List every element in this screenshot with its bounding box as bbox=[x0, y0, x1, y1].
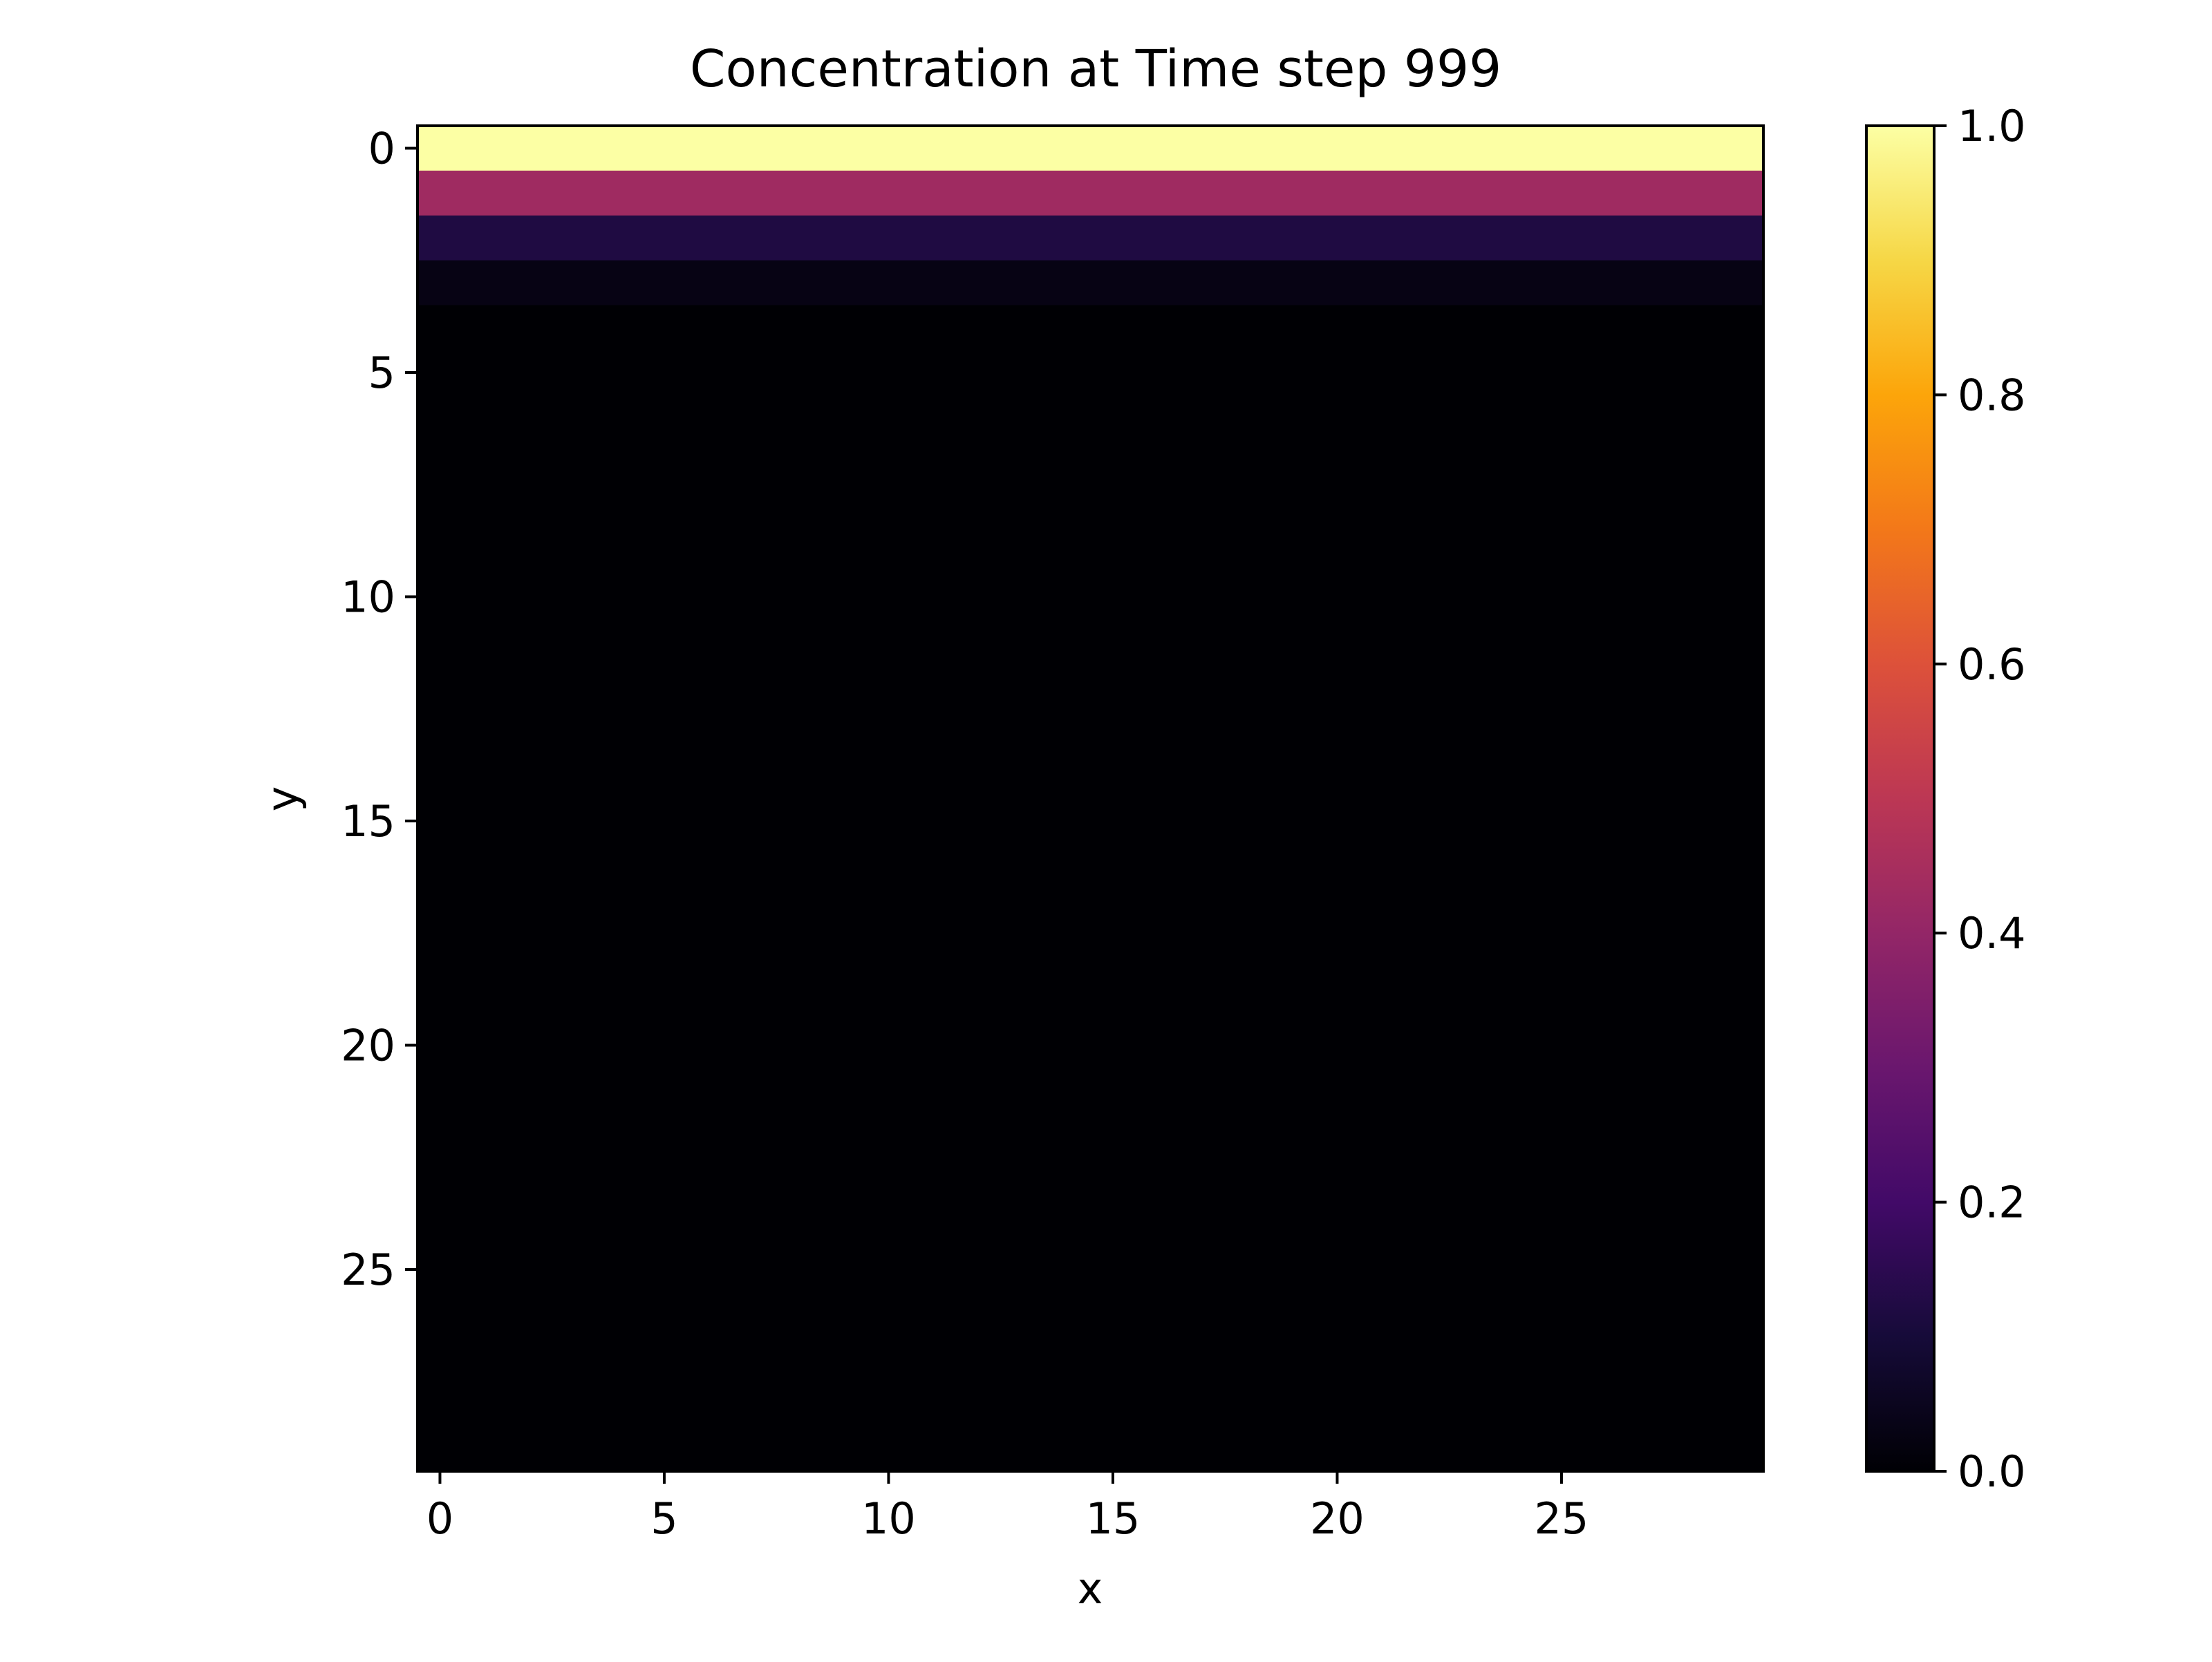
heatmap-row bbox=[418, 170, 1763, 216]
heatmap-row bbox=[418, 843, 1763, 889]
heatmap-row bbox=[418, 663, 1763, 710]
y-tick-label: 20 bbox=[341, 1020, 395, 1070]
heatmap-row bbox=[418, 260, 1763, 306]
colorbar-tick-label: 0.2 bbox=[1958, 1178, 2026, 1228]
x-tick-label: 20 bbox=[1310, 1493, 1365, 1544]
colorbar-axis: 0.0 0.2 0.4 0.6 0.8 1.0 bbox=[1934, 101, 2026, 1497]
x-tick-label: 5 bbox=[650, 1493, 677, 1544]
y-axis-label: y bbox=[257, 786, 308, 812]
x-tick-label: 25 bbox=[1534, 1493, 1588, 1544]
colorbar-tick-label: 1.0 bbox=[1958, 101, 2026, 151]
x-tick-label: 10 bbox=[861, 1493, 916, 1544]
heatmap-row bbox=[418, 1247, 1763, 1292]
heatmap-row bbox=[418, 978, 1763, 1023]
plot-frame bbox=[416, 124, 1765, 1473]
x-tick-label: 0 bbox=[427, 1493, 453, 1544]
heatmap-row bbox=[418, 1112, 1763, 1158]
heatmap-row bbox=[418, 708, 1763, 755]
heatmap-row bbox=[418, 1023, 1763, 1068]
heatmap-row bbox=[418, 574, 1763, 620]
heatmap-cells bbox=[418, 126, 1763, 1472]
chart-title: Concentration at Time step 999 bbox=[690, 39, 1501, 99]
x-axis: 0 5 10 15 20 25 bbox=[427, 1471, 1588, 1544]
heatmap-row bbox=[418, 1292, 1763, 1337]
heatmap-row bbox=[418, 618, 1763, 665]
colorbar bbox=[1865, 124, 1936, 1473]
heatmap-row bbox=[418, 1067, 1763, 1113]
y-tick-label: 5 bbox=[368, 348, 395, 398]
heatmap-row bbox=[418, 215, 1763, 261]
heatmap-row bbox=[418, 753, 1763, 800]
heatmap-row bbox=[418, 933, 1763, 979]
y-axis: 0 5 10 15 20 25 bbox=[341, 123, 418, 1295]
y-tick-label: 15 bbox=[341, 796, 395, 847]
colorbar-tick-label: 0.4 bbox=[1958, 908, 2026, 959]
heatmap-row bbox=[418, 888, 1763, 934]
y-tick-label: 10 bbox=[341, 572, 395, 622]
heatmap-row bbox=[418, 1381, 1763, 1427]
heatmap-row bbox=[418, 126, 1763, 171]
heatmap-row bbox=[418, 1157, 1763, 1203]
y-tick-label: 0 bbox=[368, 123, 395, 173]
heatmap-row bbox=[418, 1426, 1763, 1472]
heatmap-row bbox=[418, 440, 1763, 485]
heatmap-row bbox=[418, 395, 1763, 440]
colorbar-tick-label: 0.6 bbox=[1958, 639, 2026, 690]
heatmap-row bbox=[418, 1337, 1763, 1382]
heatmap-row bbox=[418, 1202, 1763, 1248]
heatmap-row bbox=[418, 484, 1763, 530]
x-axis-label: x bbox=[1078, 1563, 1103, 1614]
heatmap-row bbox=[418, 350, 1763, 395]
heatmap-row bbox=[418, 798, 1763, 844]
colorbar-tick-label: 0.8 bbox=[1958, 370, 2026, 420]
heatmap-row bbox=[418, 529, 1763, 575]
x-tick-label: 15 bbox=[1085, 1493, 1140, 1544]
colorbar-tick-label: 0.0 bbox=[1958, 1446, 2026, 1497]
heatmap-row bbox=[418, 305, 1763, 351]
y-tick-label: 25 bbox=[341, 1245, 395, 1295]
